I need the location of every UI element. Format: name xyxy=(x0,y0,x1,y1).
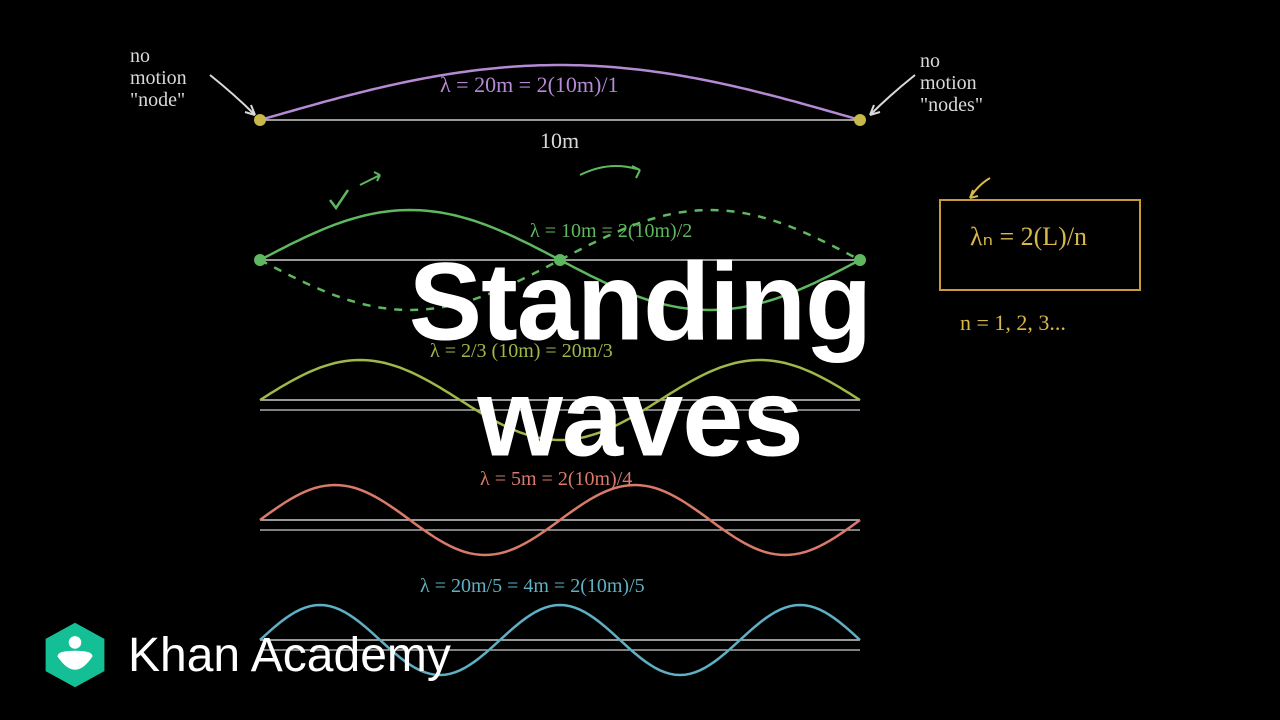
formula-text: λₙ = 2(L)/n xyxy=(970,222,1087,252)
arrow-left xyxy=(210,75,255,115)
n-values: n = 1, 2, 3... xyxy=(960,310,1066,336)
lambda-1: λ = 20m = 2(10m)/1 xyxy=(440,72,618,98)
arrow-right xyxy=(870,75,915,115)
brand-name: Khan Academy xyxy=(128,628,451,683)
video-title: Standing waves xyxy=(409,245,872,476)
right-node-label: no motion "nodes" xyxy=(920,50,983,116)
node-dot xyxy=(854,114,866,126)
node-dot xyxy=(254,114,266,126)
length-label: 10m xyxy=(540,128,579,154)
lambda-5: λ = 20m/5 = 4m = 2(10m)/5 xyxy=(420,575,645,598)
khan-hexagon-icon xyxy=(40,620,110,690)
node-dot xyxy=(254,254,266,266)
left-node-label: no motion "node" xyxy=(130,45,187,111)
brand-logo: Khan Academy xyxy=(40,620,451,690)
